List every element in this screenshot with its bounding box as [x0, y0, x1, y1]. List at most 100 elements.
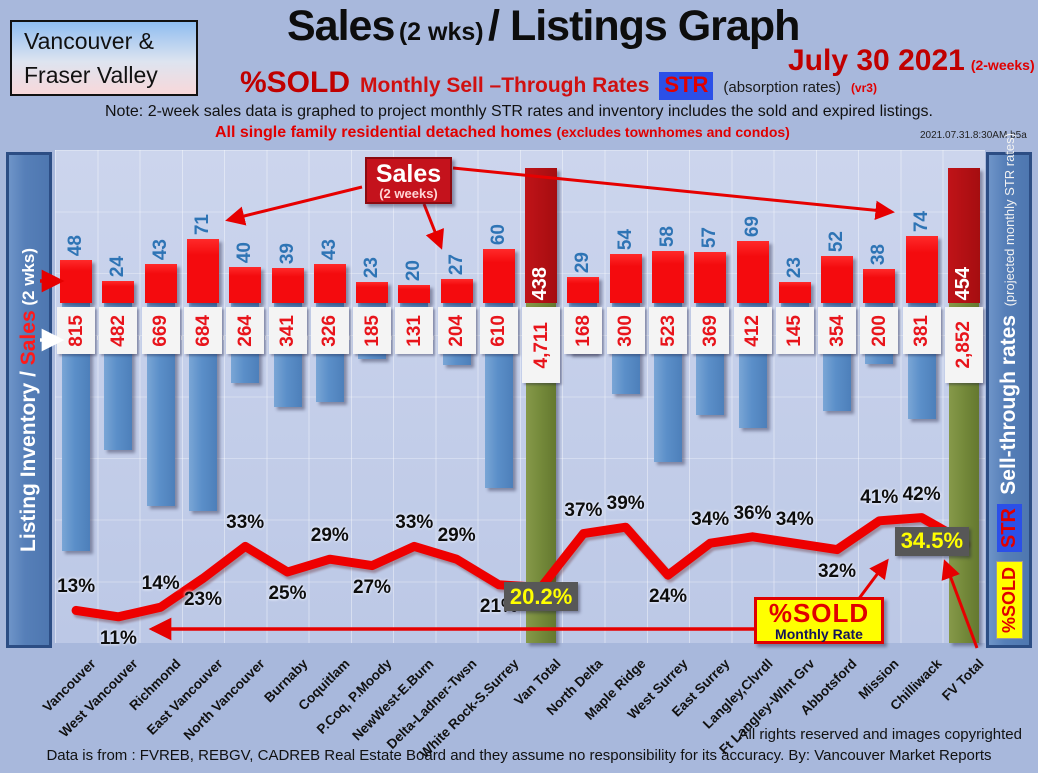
str-point-label: 39% — [606, 493, 645, 515]
sales-bar — [482, 249, 515, 303]
sales-bar — [144, 264, 177, 303]
region-line1: Vancouver & — [24, 27, 154, 54]
sales-bar — [905, 236, 938, 303]
inventory-value-box: 145 — [775, 307, 814, 354]
category-label: Coquitlam — [295, 656, 353, 714]
str-point-label: 25% — [268, 583, 307, 604]
subtitle: %SOLD Monthly Sell –Through Rates STR (a… — [240, 66, 877, 100]
sales-bar — [652, 251, 684, 303]
sales-bar — [609, 254, 642, 303]
inventory-value-box: 185 — [353, 307, 391, 354]
sales-bar — [356, 282, 388, 303]
region-line2: Fraser Valley — [24, 62, 158, 88]
title-period: (2 wks) — [398, 18, 484, 46]
absorption-note: (absorption rates) — [723, 79, 841, 96]
str-point-label: 27% — [352, 576, 392, 598]
sales-bar — [187, 239, 219, 303]
str-point-label: 13% — [57, 576, 96, 598]
str-point-label: 37% — [564, 499, 603, 521]
data-source-text: Data is from : FVREB, REBGV, CADREB Real… — [46, 747, 992, 764]
sales-callout-box: Sales (2 weeks) — [365, 157, 452, 204]
inventory-value-box: 300 — [606, 307, 645, 354]
str-point-label: 34% — [691, 509, 730, 531]
generation-timestamp: 2021.07.31.8:30AM b5a — [920, 130, 1027, 141]
date-text: July 30 2021 — [788, 44, 965, 77]
sales-bar — [60, 260, 93, 303]
scope-note: (excludes townhomes and condos) — [556, 124, 790, 140]
left-axis-panel: Listing Inventory / Sales (2 wks) — [6, 152, 52, 648]
report-date: July 30 2021 (2-weeks) — [788, 44, 1035, 78]
str-point-label: 34% — [775, 509, 814, 531]
category-label: Maple Ridge — [581, 656, 649, 723]
str-total-box: 20.2% — [504, 582, 579, 612]
category-label: Burnaby — [260, 656, 311, 706]
sales-bar — [313, 264, 346, 303]
sales-bar — [229, 267, 262, 303]
copyright-text: All rights reserved and images copyright… — [738, 726, 1022, 743]
sales-bar — [694, 252, 727, 303]
category-label: West Vancouver — [56, 656, 141, 741]
str-badge: STR — [659, 72, 714, 100]
inventory-value-box: 326 — [310, 307, 349, 354]
str-point-label: 41% — [860, 486, 899, 508]
sales-bar — [102, 281, 135, 303]
category-label: Chilliwack — [886, 656, 945, 714]
sold-side-badge: %SOLD — [995, 560, 1023, 639]
scope-line: All single family residential detached h… — [215, 124, 790, 142]
inventory-value-box: 264 — [226, 307, 265, 354]
category-label: White Rock-S.Surrey — [416, 656, 522, 762]
title-rest: / Listings Graph — [488, 2, 800, 50]
inventory-value-box: 482 — [99, 307, 138, 354]
str-point-label: 42% — [902, 483, 941, 505]
inventory-value-box: 341 — [268, 307, 307, 354]
category-label: North Delta — [543, 656, 606, 719]
inventory-value-box: 412 — [733, 307, 772, 354]
date-period-note: (2-weeks) — [970, 57, 1035, 73]
inventory-value-box: 684 — [184, 307, 222, 354]
sales-bar — [567, 277, 600, 303]
sales-bar — [271, 268, 304, 303]
category-label: Van Total — [511, 656, 564, 709]
str-point-label: 24% — [648, 586, 688, 608]
inventory-value-box: 669 — [141, 307, 180, 354]
sold-callout-title: %SOLD — [768, 597, 870, 628]
category-label: NewWest-E.Burn — [349, 656, 437, 744]
title-sales: Sales — [287, 2, 395, 50]
page-title: Sales (2 wks) / Listings Graph — [287, 2, 800, 51]
category-label: P.Coq, P.Moody — [313, 656, 395, 737]
str-point-label: 33% — [226, 512, 265, 534]
str-point-label: 29% — [437, 525, 476, 547]
inventory-value-box: 610 — [479, 307, 518, 354]
inventory-value-box: 354 — [818, 307, 856, 354]
inventory-value-box: 381 — [902, 307, 941, 354]
category-label: Richmond — [126, 656, 184, 714]
str-point-label: 29% — [310, 525, 349, 547]
inventory-value-box: 523 — [649, 307, 687, 354]
sold-callout-subtitle: Monthly Rate — [775, 625, 863, 642]
category-label: North Vancouver — [180, 656, 268, 743]
left-axis-title: Listing Inventory / Sales (2 wks) — [17, 248, 41, 552]
str-point-label: 14% — [141, 573, 180, 595]
category-label: Langley,Clvrdl — [699, 656, 776, 732]
axis-tick-line — [55, 336, 985, 340]
right-axis-note: (projected monthly STR rates) — [1001, 132, 1017, 307]
str-total-box: 34.5% — [894, 526, 969, 556]
scope-text: All single family residential detached h… — [215, 124, 552, 141]
sales-bar — [398, 285, 431, 303]
total-inventory-value-box: 4,711 — [522, 307, 561, 383]
str-point-label: 33% — [395, 512, 434, 534]
category-label: East Surrey — [669, 656, 733, 720]
str-point-label: 11% — [99, 627, 137, 649]
sales-callout-subtitle: (2 weeks) — [379, 185, 438, 201]
chart-plot-area: 48 815 24 482 43 669 71 684 40 264 39 341 43 326 23 185… — [55, 150, 985, 649]
sales-bar — [821, 256, 853, 303]
category-label: FV Total — [938, 656, 987, 704]
category-label: Vancouver — [39, 656, 99, 715]
sold-callout-box: %SOLD Monthly Rate — [754, 597, 884, 644]
category-label: Delta-Ladner-Twsn — [383, 656, 480, 752]
str-point-label: 32% — [817, 560, 857, 582]
inventory-value-box: 200 — [860, 307, 899, 354]
sales-bar — [863, 269, 896, 303]
right-axis-panel: (projected monthly STR rates) Sell-throu… — [986, 133, 1032, 648]
